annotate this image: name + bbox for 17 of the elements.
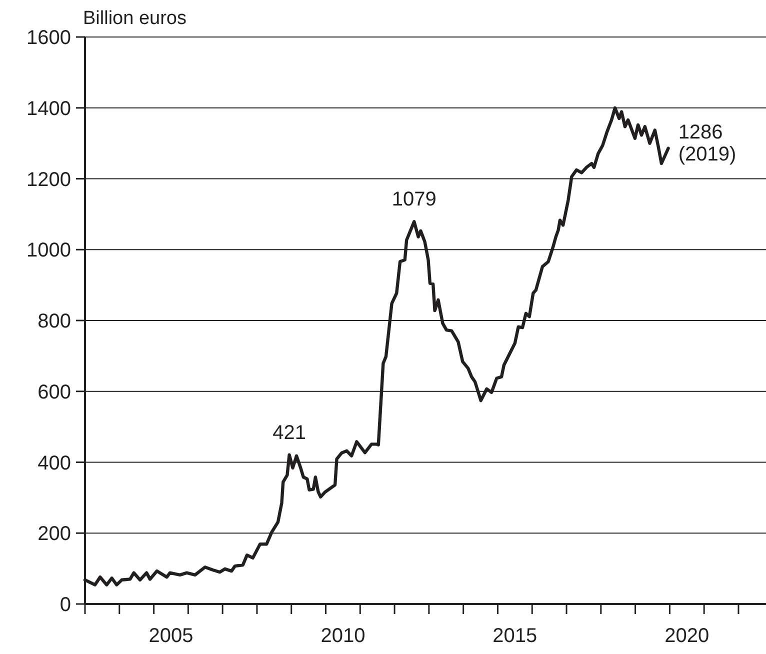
annotation: 421 — [272, 422, 306, 444]
y-tick-label: 1000 — [26, 240, 71, 262]
y-axis-title: Billion euros — [83, 8, 186, 29]
y-tick-label: 400 — [38, 452, 71, 474]
x-tick-label: 2010 — [320, 625, 366, 647]
y-tick-label: 1600 — [26, 27, 71, 49]
y-tick-label: 200 — [38, 523, 71, 546]
x-tick-label: 2005 — [148, 625, 194, 647]
y-tick-label: 1400 — [26, 98, 71, 120]
y-tick-label: 600 — [38, 381, 71, 404]
y-tick-label: 0 — [60, 594, 71, 616]
x-tick-label: 2015 — [492, 625, 538, 647]
annotation: 1286 (2019) — [678, 121, 736, 166]
x-tick-label: 2020 — [664, 625, 710, 647]
annotation: 1079 — [392, 188, 436, 211]
y-tick-label: 1200 — [26, 168, 71, 191]
y-tick-label: 800 — [38, 310, 71, 332]
